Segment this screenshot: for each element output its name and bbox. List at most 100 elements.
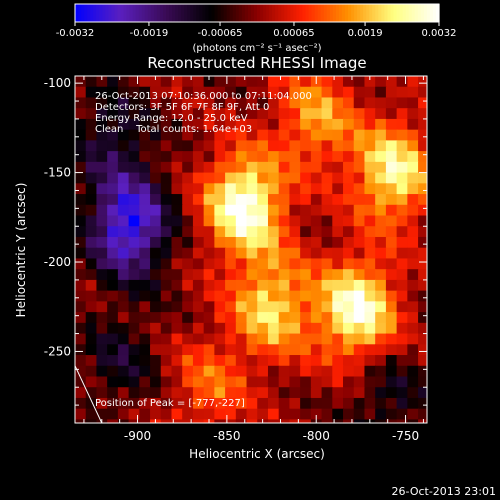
- colorbar-cell: [305, 4, 310, 22]
- heatmap-cell: [203, 236, 216, 249]
- heatmap-cell: [343, 172, 355, 185]
- heatmap-cell: [375, 333, 387, 346]
- heatmap-cell: [192, 204, 205, 217]
- heatmap-cell: [139, 333, 151, 346]
- heatmap-cell: [267, 140, 280, 152]
- heatmap-cell: [171, 376, 184, 389]
- heatmap-cell: [117, 312, 130, 324]
- heatmap-cell: [289, 344, 301, 356]
- heatmap-cell: [257, 76, 269, 88]
- heatmap-cell: [192, 301, 205, 313]
- heatmap-cell: [214, 301, 226, 313]
- heatmap-cell: [117, 279, 130, 292]
- heatmap-cell: [375, 355, 387, 367]
- heatmap-cell: [289, 194, 301, 206]
- heatmap-cell: [128, 247, 141, 260]
- heatmap-cell: [117, 215, 130, 228]
- heatmap-cell: [203, 301, 216, 313]
- heatmap-cell: [85, 365, 98, 378]
- colorbar-unit-label: (photons cm⁻² s⁻¹ asec⁻²): [192, 43, 321, 54]
- heatmap-cell: [429, 269, 441, 281]
- heatmap-cell: [203, 355, 216, 367]
- heatmap-cell: [160, 172, 173, 185]
- heatmap-cell: [278, 215, 291, 228]
- heatmap-cell: [396, 236, 409, 249]
- heatmap-cell: [203, 140, 216, 152]
- heatmap-cell: [332, 279, 344, 292]
- heatmap-cell: [75, 129, 87, 142]
- heatmap-cell: [139, 408, 151, 421]
- heatmap-cell: [139, 365, 151, 378]
- heatmap-cell: [128, 408, 141, 421]
- heatmap-cell: [278, 97, 291, 109]
- heatmap-cell: [225, 258, 237, 270]
- colorbar-cell: [366, 4, 370, 22]
- heatmap-cell: [257, 387, 269, 399]
- heatmap-cell: [418, 226, 427, 238]
- heatmap-cell: [257, 140, 269, 152]
- heatmap-cell: [429, 430, 441, 442]
- colorbar-cell: [420, 4, 425, 22]
- heatmap-cell: [246, 140, 259, 152]
- colorbar-cell: [117, 4, 122, 22]
- heatmap-cell: [257, 97, 269, 109]
- heatmap-cell: [396, 204, 409, 217]
- heatmap-cell: [396, 86, 409, 99]
- heatmap-cell: [257, 247, 269, 260]
- heatmap-cell: [107, 204, 119, 217]
- heatmap-cell: [192, 86, 205, 99]
- heatmap-cell: [375, 140, 387, 152]
- heatmap-cell: [257, 365, 269, 378]
- colorbar-cell: [123, 4, 128, 22]
- colorbar-cell: [414, 4, 419, 22]
- heatmap-cell: [385, 365, 398, 378]
- heatmap-cell: [107, 355, 119, 367]
- annotation-counts: Clean Total counts: 1.64e+03: [95, 124, 252, 135]
- heatmap-cell: [257, 322, 269, 335]
- colorbar-cell: [348, 4, 352, 22]
- heatmap-cell: [343, 269, 355, 281]
- heatmap-cell: [75, 236, 87, 249]
- heatmap-cell: [160, 226, 173, 238]
- heatmap-cell: [85, 247, 98, 260]
- heatmap-cell: [214, 269, 226, 281]
- heatmap-cell: [300, 161, 312, 174]
- heatmap-cell: [225, 408, 237, 421]
- heatmap-cell: [353, 129, 366, 142]
- heatmap-cell: [171, 408, 184, 421]
- heatmap-cell: [160, 151, 173, 163]
- heatmap-cell: [150, 97, 162, 109]
- heatmap-cell: [321, 236, 334, 249]
- heatmap-cell: [171, 344, 184, 356]
- heatmap-cell: [267, 322, 280, 335]
- heatmap-cell: [225, 387, 237, 399]
- heatmap-cell: [257, 258, 269, 270]
- heatmap-cell: [192, 226, 205, 238]
- colorbar-cell: [126, 4, 131, 22]
- heatmap-cell: [192, 108, 205, 120]
- heatmap-cell: [192, 355, 205, 367]
- heatmap-cell: [203, 86, 216, 99]
- heatmap-cell: [128, 108, 141, 120]
- heatmap-cell: [235, 290, 248, 303]
- heatmap-cell: [353, 236, 366, 249]
- heatmap-cell: [332, 236, 344, 249]
- heatmap-cell: [235, 86, 248, 99]
- heatmap-cell: [225, 376, 237, 389]
- heatmap-cell: [235, 204, 248, 217]
- colorbar-cell: [263, 4, 267, 22]
- heatmap-cell: [310, 161, 323, 174]
- heatmap-cell: [278, 333, 291, 346]
- heatmap-cell: [247, 430, 259, 442]
- heatmap-cell: [171, 387, 184, 399]
- colorbar-cell: [156, 4, 161, 22]
- heatmap-cell: [107, 215, 119, 228]
- heatmap-cell: [96, 151, 108, 163]
- heatmap-cell: [85, 397, 98, 410]
- colorbar-cell: [205, 4, 210, 22]
- heatmap-cell: [75, 108, 87, 120]
- heatmap-cell: [332, 376, 344, 389]
- heatmap-cell: [235, 118, 248, 131]
- heatmap-cell: [235, 108, 248, 120]
- heatmap-cell: [375, 183, 387, 195]
